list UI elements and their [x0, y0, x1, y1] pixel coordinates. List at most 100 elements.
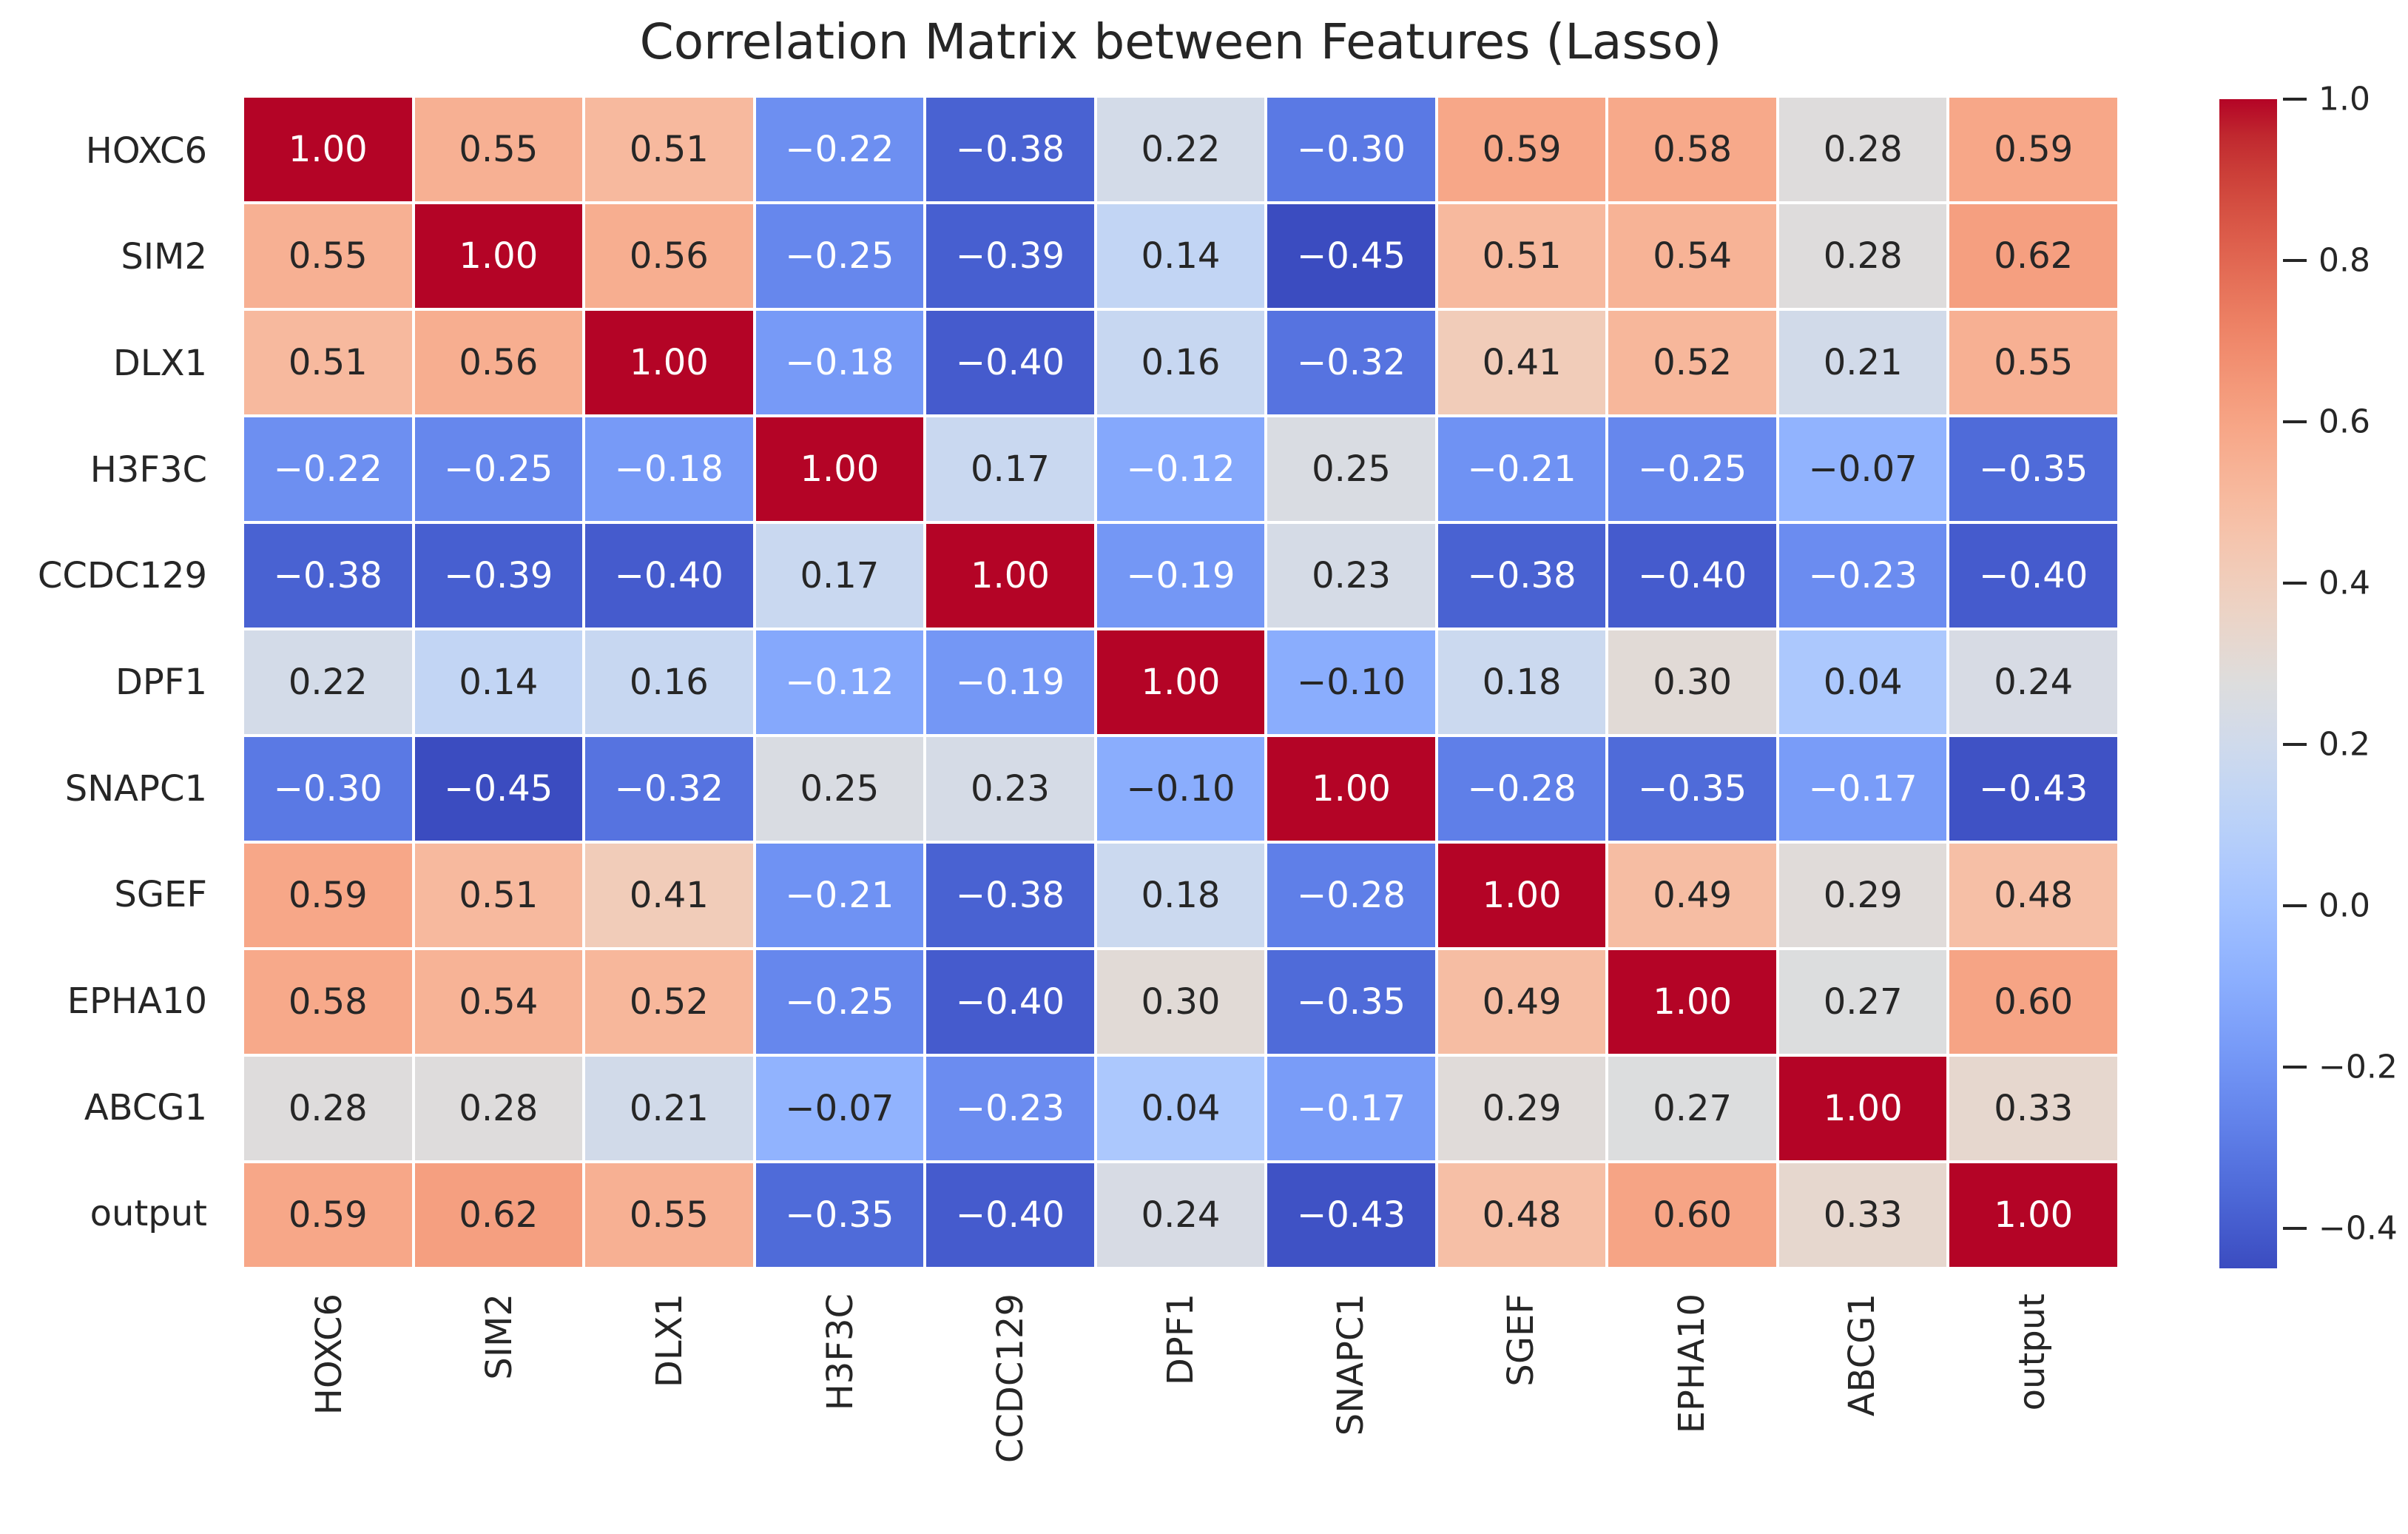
heatmap-cell-abcg1-hoxc6: 0.28 [244, 1057, 412, 1160]
heatmap-cell-snapc1-ccdc129: 0.23 [926, 737, 1094, 841]
x-tick-label-dpf1: DPF1 [1160, 1294, 1202, 1386]
colorbar-gradient [2219, 99, 2277, 1268]
x-axis-tick-labels: HOXC6 SIM2 DLX1 H3F3C CCDC129 DPF1 SNAPC1 SGEF E… [244, 1294, 2117, 1530]
heatmap-cell-epha10-ccdc129: −0.40 [926, 950, 1094, 1054]
heatmap-cell-hoxc6-hoxc6: 1.00 [244, 98, 412, 201]
x-tick-label-abcg1: ABCG1 [1841, 1294, 1883, 1417]
heatmap-cell-h3f3c-sim2: −0.25 [414, 417, 583, 521]
heatmap-cell-abcg1-dpf1: 0.04 [1096, 1057, 1265, 1160]
heatmap-cell-ccdc129-snapc1: 0.23 [1267, 524, 1435, 628]
heatmap-cell-sim2-dpf1: 0.14 [1096, 204, 1265, 308]
heatmap-cell-snapc1-output: −0.43 [1949, 737, 2117, 841]
y-tick-label-snapc1: SNAPC1 [64, 767, 207, 810]
heatmap-cell-h3f3c-h3f3c: 1.00 [755, 417, 924, 521]
colorbar-tick-mark [2283, 742, 2307, 746]
heatmap-cell-dpf1-abcg1: 0.04 [1778, 630, 1947, 734]
x-tick-slot-abcg1: ABCG1 [1777, 1294, 1947, 1530]
heatmap-cell-hoxc6-ccdc129: −0.38 [926, 98, 1094, 201]
y-tick-label-h3f3c: H3F3C [90, 448, 207, 491]
x-tick-slot-snapc1: SNAPC1 [1266, 1294, 1436, 1530]
chart-title: Correlation Matrix between Features (Las… [639, 13, 1722, 70]
heatmap-cell-dpf1-dlx1: 0.16 [585, 630, 753, 734]
heatmap-cell-hoxc6-h3f3c: −0.22 [755, 98, 924, 201]
heatmap-cell-sim2-sgef: 0.51 [1437, 204, 1606, 308]
y-tick-label-abcg1: ABCG1 [84, 1086, 207, 1128]
heatmap-cell-dlx1-output: 0.55 [1949, 311, 2117, 414]
heatmap-cell-output-h3f3c: −0.35 [755, 1163, 924, 1267]
heatmap-cell-output-epha10: 0.60 [1608, 1163, 1776, 1267]
heatmap-cell-h3f3c-ccdc129: 0.17 [926, 417, 1094, 521]
heatmap-cell-epha10-dlx1: 0.52 [585, 950, 753, 1054]
y-tick-label-epha10: EPHA10 [67, 980, 207, 1022]
heatmap-cell-sgef-abcg1: 0.29 [1778, 844, 1947, 947]
heatmap-cell-epha10-sgef: 0.49 [1437, 950, 1606, 1054]
heatmap-cell-hoxc6-dpf1: 0.22 [1096, 98, 1265, 201]
x-tick-slot-dpf1: DPF1 [1096, 1294, 1266, 1530]
heatmap-cell-snapc1-sgef: −0.28 [1437, 737, 1606, 841]
heatmap-cell-sim2-snapc1: −0.45 [1267, 204, 1435, 308]
colorbar-tick-label: 0.4 [2318, 564, 2370, 602]
heatmap-cell-dpf1-h3f3c: −0.12 [755, 630, 924, 734]
heatmap-cell-dpf1-dpf1: 1.00 [1096, 630, 1265, 734]
heatmap-cell-hoxc6-output: 0.59 [1949, 98, 2117, 201]
heatmap-cell-dlx1-sgef: 0.41 [1437, 311, 1606, 414]
heatmap-cell-dlx1-dlx1: 1.00 [585, 311, 753, 414]
x-tick-slot-epha10: EPHA10 [1607, 1294, 1777, 1530]
colorbar-tick-label: 0.8 [2318, 241, 2370, 280]
heatmap-cell-output-abcg1: 0.33 [1778, 1163, 1947, 1267]
heatmap-cell-output-sgef: 0.48 [1437, 1163, 1606, 1267]
colorbar-tick-mark [2283, 1226, 2307, 1230]
heatmap-cell-abcg1-h3f3c: −0.07 [755, 1057, 924, 1160]
heatmap-cell-ccdc129-h3f3c: 0.17 [755, 524, 924, 628]
heatmap-cell-snapc1-sim2: −0.45 [414, 737, 583, 841]
heatmap-cell-dlx1-hoxc6: 0.51 [244, 311, 412, 414]
heatmap-cell-snapc1-snapc1: 1.00 [1267, 737, 1435, 841]
heatmap-cell-h3f3c-snapc1: 0.25 [1267, 417, 1435, 521]
colorbar-tick-mark [2283, 98, 2307, 101]
y-tick-label-hoxc6: HOXC6 [85, 129, 207, 172]
heatmap-cell-dlx1-dpf1: 0.16 [1096, 311, 1265, 414]
heatmap-cell-epha10-h3f3c: −0.25 [755, 950, 924, 1054]
heatmap-cell-h3f3c-hoxc6: −0.22 [244, 417, 412, 521]
heatmap-cell-snapc1-abcg1: −0.17 [1778, 737, 1947, 841]
heatmap-cell-output-ccdc129: −0.40 [926, 1163, 1094, 1267]
heatmap-cell-ccdc129-sim2: −0.39 [414, 524, 583, 628]
heatmap-cell-output-output: 1.00 [1949, 1163, 2117, 1267]
heatmap-cell-snapc1-dpf1: −0.10 [1096, 737, 1265, 841]
heatmap-cell-output-hoxc6: 0.59 [244, 1163, 412, 1267]
heatmap-cell-ccdc129-sgef: −0.38 [1437, 524, 1606, 628]
colorbar-tick-label: 0.0 [2318, 887, 2370, 925]
heatmap-cell-dlx1-abcg1: 0.21 [1778, 311, 1947, 414]
heatmap-cell-epha10-output: 0.60 [1949, 950, 2117, 1054]
colorbar-tick-label: −0.2 [2318, 1048, 2398, 1086]
heatmap-cell-abcg1-epha10: 0.27 [1608, 1057, 1776, 1160]
heatmap-cell-h3f3c-dlx1: −0.18 [585, 417, 753, 521]
heatmap-cell-sim2-output: 0.62 [1949, 204, 2117, 308]
heatmap-cell-dlx1-ccdc129: −0.40 [926, 311, 1094, 414]
heatmap-cell-snapc1-epha10: −0.35 [1608, 737, 1776, 841]
heatmap-cell-abcg1-dlx1: 0.21 [585, 1057, 753, 1160]
y-tick-label-dlx1: DLX1 [112, 343, 207, 385]
heatmap-cell-sim2-hoxc6: 0.55 [244, 204, 412, 308]
heatmap-cell-output-dpf1: 0.24 [1096, 1163, 1265, 1267]
x-tick-label-hoxc6: HOXC6 [308, 1294, 351, 1416]
heatmap-cell-dpf1-output: 0.24 [1949, 630, 2117, 734]
x-tick-slot-h3f3c: H3F3C [755, 1294, 925, 1530]
heatmap-cell-epha10-hoxc6: 0.58 [244, 950, 412, 1054]
heatmap-cell-abcg1-ccdc129: −0.23 [926, 1057, 1094, 1160]
heatmap-cell-ccdc129-epha10: −0.40 [1608, 524, 1776, 628]
heatmap-cell-dpf1-hoxc6: 0.22 [244, 630, 412, 734]
heatmap-cell-epha10-snapc1: −0.35 [1267, 950, 1435, 1054]
colorbar-tick-mark [2283, 258, 2307, 262]
heatmap-cell-h3f3c-sgef: −0.21 [1437, 417, 1606, 521]
colorbar-tick-mark [2283, 420, 2307, 423]
heatmap-cell-sgef-snapc1: −0.28 [1267, 844, 1435, 947]
heatmap-cell-sgef-hoxc6: 0.59 [244, 844, 412, 947]
heatmap-cell-ccdc129-ccdc129: 1.00 [926, 524, 1094, 628]
heatmap-cell-ccdc129-abcg1: −0.23 [1778, 524, 1947, 628]
heatmap-cell-h3f3c-dpf1: −0.12 [1096, 417, 1265, 521]
heatmap-cell-epha10-sim2: 0.54 [414, 950, 583, 1054]
heatmap-cell-dlx1-snapc1: −0.32 [1267, 311, 1435, 414]
heatmap-cell-sim2-dlx1: 0.56 [585, 204, 753, 308]
